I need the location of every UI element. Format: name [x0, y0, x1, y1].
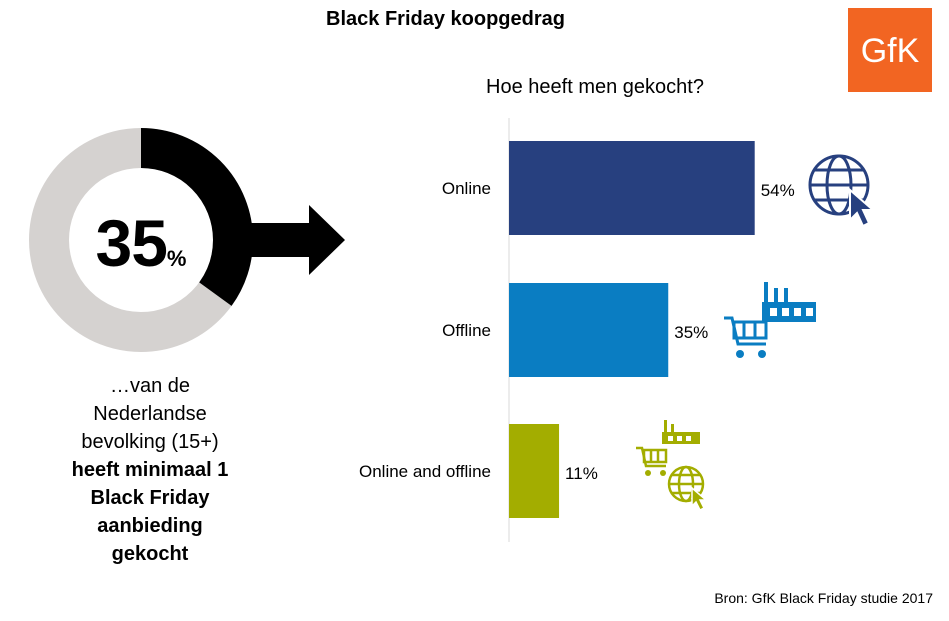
desc-bold-line: Black Friday — [90, 487, 210, 509]
bar-chart-title: Hoe heeft men gekocht? — [486, 76, 704, 98]
headline-number: 35 — [95, 206, 168, 280]
desc-bold-line: heeft minimaal 1 — [71, 459, 229, 481]
data-label: 54% — [761, 181, 795, 200]
desc-bold-line: aanbieding — [97, 515, 203, 537]
gfk-logo: GfK — [848, 8, 932, 92]
source-note: Bron: GfK Black Friday studie 2017 — [714, 590, 933, 606]
donut-segment — [29, 128, 253, 352]
donut-chart — [29, 128, 253, 352]
desc-line: …van de — [109, 375, 191, 397]
desc-bold-line: gekocht — [111, 543, 189, 565]
headline-description: …van de Nederlandse bevolking (15+) heef… — [42, 372, 258, 568]
cart-store-icon — [724, 282, 816, 358]
desc-line: Nederlandse — [93, 403, 207, 425]
bar-1 — [509, 283, 669, 377]
bar-2 — [509, 424, 560, 518]
headline-unit: % — [166, 246, 187, 271]
category-label: Online — [442, 179, 491, 198]
svg-text:GfK: GfK — [861, 32, 920, 70]
category-label: Offline — [442, 321, 491, 340]
cart-store-globe-icon — [636, 420, 709, 512]
desc-line: bevolking (15+) — [81, 431, 219, 453]
data-label: 11% — [565, 464, 598, 483]
globe-cursor-icon — [808, 154, 876, 228]
arrow-right-icon — [245, 205, 345, 275]
bar-0 — [509, 141, 755, 235]
chart-header-title: Black Friday koopgedrag — [326, 8, 565, 30]
headline-value: 35% — [29, 205, 253, 297]
category-label: Online and offline — [359, 462, 491, 481]
data-label: 35% — [674, 323, 708, 342]
